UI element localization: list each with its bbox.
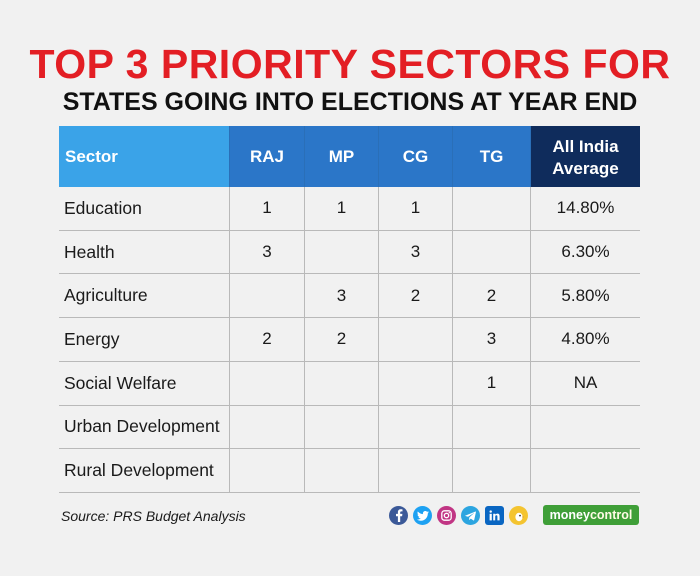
table-cell-mp: 3 xyxy=(305,274,379,319)
table-cell-avg xyxy=(531,406,640,450)
table-cell-raj xyxy=(230,449,305,493)
table-cell-avg: 14.80% xyxy=(531,187,640,231)
header-all-india-average: All India Average xyxy=(531,126,640,187)
table-cell-avg: NA xyxy=(531,362,640,406)
header-cg: CG xyxy=(379,126,453,187)
table-cell-mp xyxy=(305,449,379,493)
table-cell-sector: Health xyxy=(59,230,230,275)
table-cell-sector: Rural Development xyxy=(59,449,230,493)
table-cell-cg xyxy=(379,361,453,406)
linkedin-icon[interactable] xyxy=(485,506,504,525)
table-cell-sector: Energy xyxy=(59,318,230,362)
table-cell-sector: Education xyxy=(59,187,230,231)
facebook-icon[interactable] xyxy=(389,506,408,525)
table-cell-tg: 3 xyxy=(453,318,531,362)
twitter-icon[interactable] xyxy=(413,506,432,525)
table-cell-raj xyxy=(230,405,305,450)
table-cell-tg xyxy=(453,449,531,493)
table-cell-cg xyxy=(379,449,453,493)
brand-part-1: money xyxy=(549,508,590,522)
table-cell-raj xyxy=(230,274,305,319)
table-cell-mp xyxy=(305,361,379,406)
header-avg-text: All India Average xyxy=(552,136,619,178)
table-cell-mp: 1 xyxy=(305,187,379,231)
table-cell-raj: 2 xyxy=(230,318,305,362)
table-cell-raj xyxy=(230,361,305,406)
table-cell-cg xyxy=(379,318,453,362)
page-title: TOP 3 PRIORITY SECTORS FOR xyxy=(29,41,671,87)
table-cell-mp: 2 xyxy=(305,318,379,362)
source-note: Source: PRS Budget Analysis xyxy=(61,508,246,524)
table-cell-sector: Agriculture xyxy=(59,274,230,319)
table-cell-raj: 1 xyxy=(230,187,305,231)
telegram-icon[interactable] xyxy=(461,506,480,525)
page-subtitle: STATES GOING INTO ELECTIONS AT YEAR END xyxy=(62,88,638,116)
table-cell-tg: 2 xyxy=(453,274,531,319)
table-cell-avg: 5.80% xyxy=(531,274,640,319)
priority-sectors-table: Sector RAJ MP CG TG All India Average Ed… xyxy=(59,126,640,493)
table-cell-tg xyxy=(453,187,531,231)
header-sector: Sector xyxy=(59,126,230,187)
table-cell-mp xyxy=(305,230,379,275)
table-cell-sector: Social Welfare xyxy=(59,361,230,406)
table-cell-cg: 1 xyxy=(379,187,453,231)
table-cell-avg xyxy=(531,449,640,493)
instagram-icon[interactable] xyxy=(437,506,456,525)
table-cell-raj: 3 xyxy=(230,230,305,275)
table-cell-avg: 4.80% xyxy=(531,318,640,362)
header-mp: MP xyxy=(305,126,379,187)
table-cell-mp xyxy=(305,405,379,450)
brand-part-2: control xyxy=(589,508,633,522)
table-cell-tg xyxy=(453,230,531,275)
koo-icon[interactable] xyxy=(509,506,528,525)
header-raj: RAJ xyxy=(230,126,305,187)
table-cell-avg: 6.30% xyxy=(531,231,640,275)
table-cell-tg xyxy=(453,405,531,450)
table-cell-cg xyxy=(379,405,453,450)
moneycontrol-logo: money control xyxy=(543,505,639,525)
header-tg: TG xyxy=(453,126,531,187)
table-cell-cg: 2 xyxy=(379,274,453,319)
table-cell-sector: Urban Development xyxy=(59,405,230,450)
table-cell-cg: 3 xyxy=(379,230,453,275)
social-icons xyxy=(389,506,528,525)
table-cell-tg: 1 xyxy=(453,361,531,406)
